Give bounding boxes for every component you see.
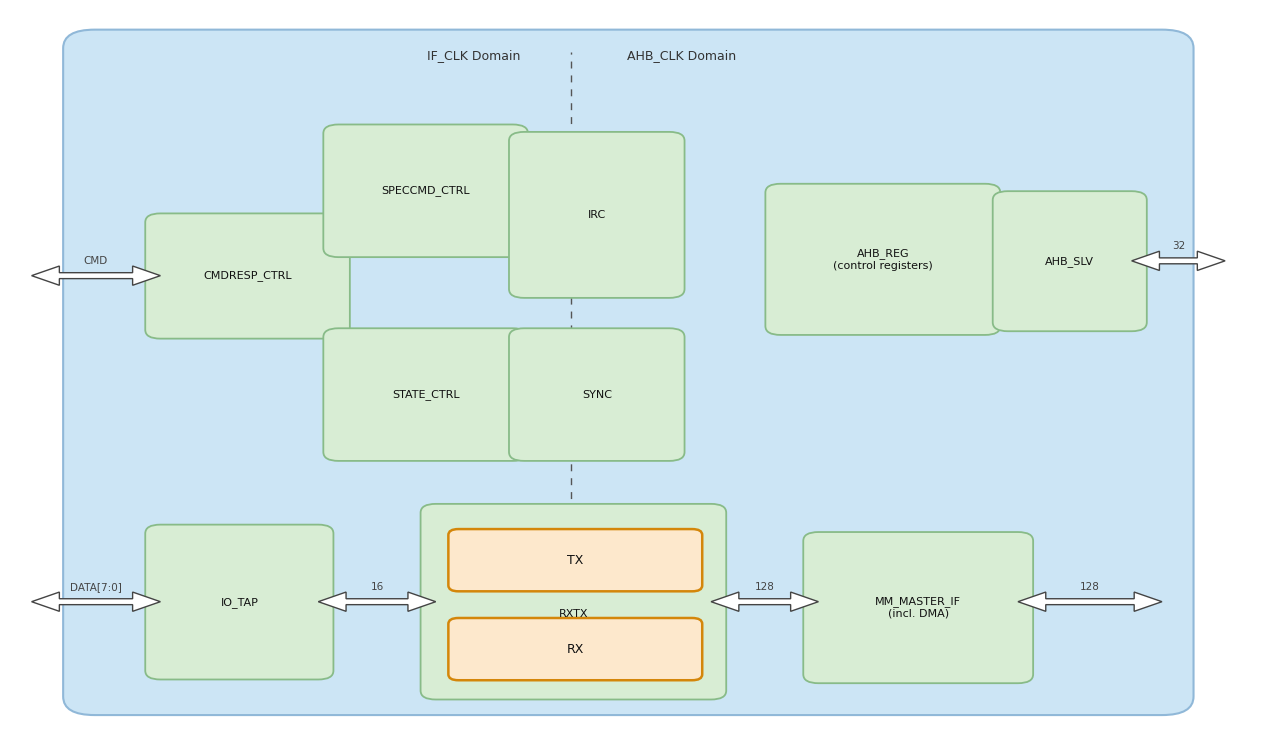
Polygon shape xyxy=(1132,251,1225,270)
Polygon shape xyxy=(32,592,160,611)
Polygon shape xyxy=(711,592,818,611)
Text: 32: 32 xyxy=(1172,242,1185,251)
Text: 128: 128 xyxy=(755,582,774,592)
Text: IF_CLK Domain: IF_CLK Domain xyxy=(427,49,520,62)
FancyBboxPatch shape xyxy=(448,618,702,680)
Text: AHB_SLV: AHB_SLV xyxy=(1046,256,1094,267)
Text: 128: 128 xyxy=(1080,582,1100,592)
Text: IRC: IRC xyxy=(587,210,606,220)
FancyBboxPatch shape xyxy=(323,328,528,461)
FancyBboxPatch shape xyxy=(509,132,685,298)
Text: RXTX: RXTX xyxy=(560,608,589,619)
Text: TX: TX xyxy=(567,554,584,567)
Text: SPECCMD_CTRL: SPECCMD_CTRL xyxy=(381,185,470,196)
FancyBboxPatch shape xyxy=(765,184,1000,335)
Polygon shape xyxy=(32,266,160,285)
Text: 16: 16 xyxy=(370,582,384,592)
FancyBboxPatch shape xyxy=(448,529,702,591)
FancyBboxPatch shape xyxy=(421,504,726,700)
FancyBboxPatch shape xyxy=(993,191,1147,331)
FancyBboxPatch shape xyxy=(145,213,350,339)
Text: DATA[7:0]: DATA[7:0] xyxy=(69,582,123,592)
FancyBboxPatch shape xyxy=(63,30,1194,715)
Polygon shape xyxy=(318,592,436,611)
Text: MM_MASTER_IF
(incl. DMA): MM_MASTER_IF (incl. DMA) xyxy=(875,597,961,619)
Text: CMDRESP_CTRL: CMDRESP_CTRL xyxy=(203,270,292,282)
Text: IO_TAP: IO_TAP xyxy=(221,597,258,608)
Text: AHB_CLK Domain: AHB_CLK Domain xyxy=(628,49,736,62)
FancyBboxPatch shape xyxy=(323,124,528,257)
FancyBboxPatch shape xyxy=(145,525,333,679)
Text: CMD: CMD xyxy=(83,256,109,266)
Text: STATE_CTRL: STATE_CTRL xyxy=(392,389,460,400)
Text: RX: RX xyxy=(567,642,584,656)
FancyBboxPatch shape xyxy=(509,328,685,461)
Text: AHB_REG
(control registers): AHB_REG (control registers) xyxy=(834,248,932,270)
Polygon shape xyxy=(1018,592,1162,611)
Text: SYNC: SYNC xyxy=(582,390,611,399)
FancyBboxPatch shape xyxy=(803,532,1033,683)
